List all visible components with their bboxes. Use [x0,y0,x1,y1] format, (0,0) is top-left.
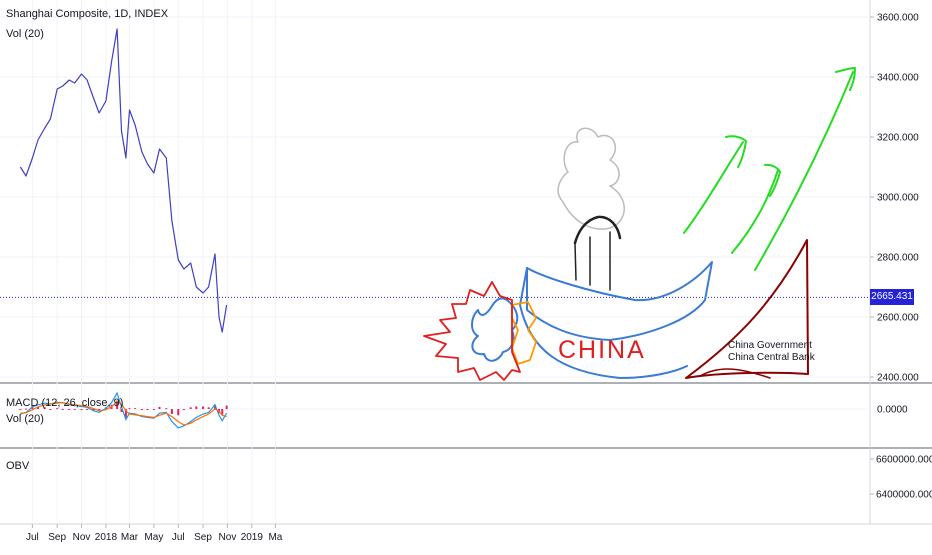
china-annotation: CHINA [558,336,646,364]
macd-histogram-bar [36,406,39,409]
smokestack-drawing [574,231,611,291]
axes[interactable]: Jul Sep Nov 2018 Mar May Jul Sep Nov 2019 Ma 2400.0… [26,13,932,544]
last-price-badge: 2665.431 [870,289,914,306]
macd-histogram-bar [165,408,168,410]
macd-histogram-bar [221,409,224,415]
central-bank-annotation: China Central Bank [728,352,816,363]
exhaust-flame-drawing [423,281,521,381]
engine-drawing [511,301,537,365]
macd-histogram-bar [182,409,185,410]
macd-histogram-bar [202,406,205,409]
macd-histogram-bar [56,408,59,410]
obv-tick-label[interactable]: 6600000.000 [876,455,932,466]
macd-histogram-bar [146,409,149,410]
green-arrow-1-drawing [683,135,747,234]
time-tick-label[interactable]: Nov [219,532,237,543]
macd-histogram-bar [207,407,210,409]
macd-histogram-bar [116,400,119,409]
macd-histogram-bar [86,409,89,410]
macd-histogram-bar [170,409,173,415]
price-pane [0,28,870,333]
price-tick-label[interactable]: 3400.000 [877,73,919,84]
time-tick-label[interactable]: Jul [172,532,185,543]
time-tick-label[interactable]: Jul [26,532,39,543]
main-pane-volume-label[interactable]: Vol (20) [6,28,44,40]
macd-histogram-bar [158,406,161,409]
green-arrow-3-drawing [754,67,856,271]
time-tick-label[interactable]: May [144,532,163,543]
main-pane[interactable] [0,0,870,383]
government-annotation: China Government [728,340,812,351]
obv-pane-title[interactable]: OBV [6,460,30,472]
smokestack-top-drawing [573,215,622,245]
green-arrow-2-drawing [731,163,781,254]
time-tick-label[interactable]: Mar [121,532,139,543]
price-tick-label[interactable]: 2800.000 [877,253,919,264]
time-tick-label[interactable]: 2018 [95,532,118,543]
macd-histogram-bar [225,405,228,409]
macd-histogram-bar [80,409,83,410]
signal-line[interactable] [20,400,227,426]
time-tick-label[interactable]: Ma [268,532,282,543]
macd-histogram-bar [124,409,127,418]
price-tick-label[interactable]: 3200.000 [877,133,919,144]
macd-histogram-bar [134,408,137,410]
macd-histogram-bar [189,407,192,409]
macd-histogram-bar [73,409,76,410]
macd-histogram-bar [195,406,198,409]
time-tick-label[interactable]: 2019 [241,532,264,543]
user-drawings [423,67,856,381]
macd-histogram-bar [120,409,123,412]
macd-histogram-bar [152,409,155,410]
macd-histogram-bar [214,404,217,409]
macd-histogram-bar [24,408,27,410]
obv-tick-label[interactable]: 6400000.000 [876,490,932,501]
macd-line[interactable] [20,391,228,429]
macd-pane-volume-label[interactable]: Vol (20) [6,413,44,425]
time-tick-label[interactable]: Nov [73,532,91,543]
price-series-line[interactable] [19,28,228,333]
macd-histogram-bar [140,409,143,410]
price-tick-label[interactable]: 2600.000 [877,313,919,324]
time-tick-label[interactable]: Sep [194,532,212,543]
macd-histogram-bar [128,408,131,410]
grid-lines [0,0,870,524]
macd-pane-title[interactable]: MACD (12, 26, close, 9) [6,397,124,409]
wedge-curve-drawing [699,368,771,379]
macd-pane [19,391,228,429]
macd-histogram-bar [98,409,101,411]
macd-histogram-bar [177,409,180,416]
support-wedge-drawing [685,239,809,379]
macd-histogram-bar [19,409,22,410]
macd-histogram-bar [61,409,64,410]
ship-deck-drawing [526,261,713,341]
price-tick-label[interactable]: 2400.000 [877,373,919,384]
macd-tick-label[interactable]: 0.0000 [877,405,908,416]
macd-histogram-bar [43,407,46,409]
macd-histogram-bar [49,409,52,410]
macd-histogram-bar [68,409,71,410]
main-pane-title[interactable]: Shanghai Composite, 1D, INDEX [6,8,169,20]
price-tick-label[interactable]: 3600.000 [877,13,919,24]
price-tick-label[interactable]: 3000.000 [877,193,919,204]
time-tick-label[interactable]: Sep [48,532,66,543]
